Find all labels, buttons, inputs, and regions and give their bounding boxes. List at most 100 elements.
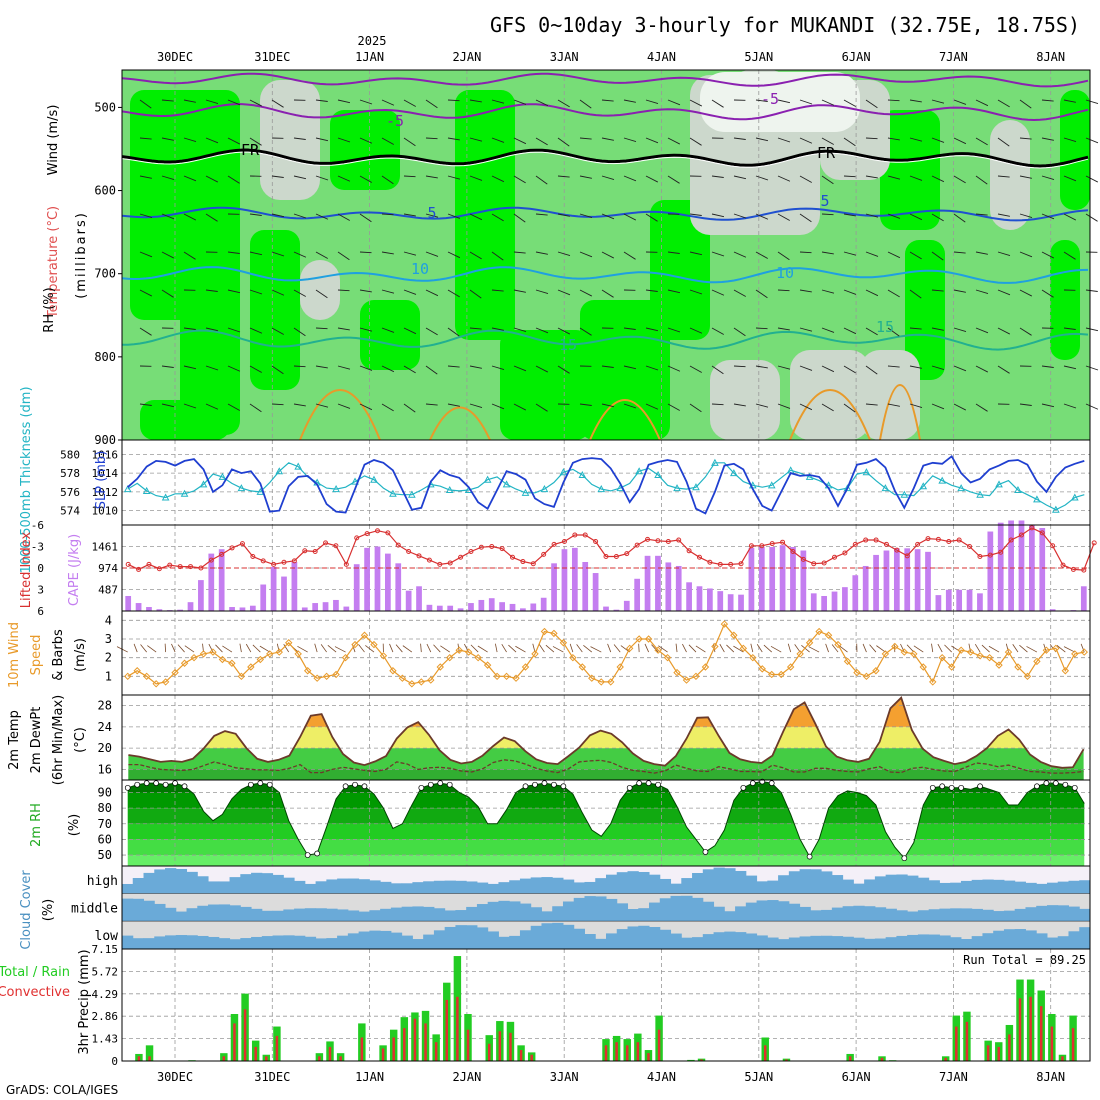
wind-barb — [799, 251, 812, 254]
li-point — [510, 554, 516, 560]
cloud-bar — [896, 935, 908, 949]
cloud-bar — [788, 903, 801, 922]
wind-speed-point — [218, 655, 227, 664]
wind-barb — [997, 137, 1010, 147]
temp2m-panel: 28 24 20 16 — [98, 694, 1091, 781]
li-point — [364, 531, 370, 537]
wind-barb — [205, 365, 219, 371]
wind-barb — [651, 644, 659, 653]
wind-barb — [799, 289, 812, 293]
cloud-bar — [831, 907, 844, 922]
wind-barb — [297, 645, 308, 653]
wind-barb — [953, 327, 967, 333]
cloud-bar — [519, 903, 532, 922]
contour-label: 15 — [876, 318, 894, 336]
wind-barb — [843, 403, 856, 413]
cape-bar — [883, 550, 890, 611]
cloud-bar — [788, 871, 801, 894]
cape-bar — [655, 555, 661, 611]
wind-barb — [906, 644, 915, 653]
wind-barb — [1063, 365, 1077, 370]
wind-barb — [1063, 99, 1076, 103]
precip-total-bar — [145, 1045, 154, 1061]
cape-bar — [623, 600, 630, 611]
cloud-bar — [208, 936, 220, 949]
wind-barb — [755, 403, 769, 408]
wind-barb — [909, 365, 922, 369]
li-point — [426, 557, 432, 563]
wind-barb — [359, 213, 372, 223]
precip-conv-bar — [360, 1037, 364, 1061]
wind-barb — [689, 403, 702, 413]
bottom-date-label: 2JAN — [452, 1070, 481, 1084]
wind-barb — [477, 645, 488, 653]
wind-barb — [865, 365, 878, 375]
cloud-bar — [778, 901, 790, 922]
cloud-bar — [670, 883, 682, 894]
wind-speed-point — [474, 653, 482, 662]
precip-tick-label: 7.15 — [92, 943, 119, 956]
wind-barb — [469, 365, 482, 369]
li-point — [239, 541, 245, 547]
wind-barb — [183, 175, 197, 182]
wind-barb — [535, 289, 549, 295]
cape-tick-label: 974 — [98, 562, 118, 575]
thickness-point — [767, 481, 776, 489]
cape-bar — [810, 593, 817, 611]
rh-point — [749, 780, 756, 786]
wind-speed-point — [408, 680, 416, 688]
rh-tick-label: 50 — [98, 848, 112, 862]
cloud-bar — [476, 882, 489, 894]
wind-barb — [733, 403, 746, 407]
wind-barb — [381, 175, 394, 185]
cape-bar — [187, 602, 194, 611]
cape-bar — [561, 549, 568, 611]
wind-barb — [227, 403, 240, 411]
wind-barb — [843, 327, 857, 335]
wind-barb — [337, 213, 350, 221]
wind-barb — [843, 99, 856, 107]
li-point — [177, 564, 183, 570]
cloud-bar — [337, 909, 349, 922]
wind-barb — [249, 213, 262, 216]
wind-barb — [726, 644, 735, 653]
cloud-bar — [412, 882, 424, 894]
cape-bar — [779, 545, 786, 611]
cape-bar — [966, 589, 973, 611]
cape-bar — [842, 587, 848, 611]
wind-barb — [359, 365, 373, 371]
precip-conv-bar — [1061, 1056, 1064, 1061]
top-date-labels: 30DEC 31DEC 1JAN 2JAN 3JAN 4JAN 5JAN 6JAN 7JAN 8J… — [157, 50, 1065, 64]
cloud-bar — [724, 911, 736, 922]
wind-barb — [644, 643, 649, 653]
rh-point — [768, 780, 775, 786]
cape-bar — [447, 605, 454, 611]
wind-barb — [579, 327, 592, 336]
rh-point — [948, 784, 955, 791]
wind-barb — [865, 213, 879, 218]
precip-frame — [121, 948, 1091, 1062]
li-point — [956, 537, 962, 543]
contour-label: FR — [241, 141, 260, 159]
li-point — [665, 538, 671, 544]
precip-conv-bar — [530, 1054, 533, 1061]
cape-bar — [135, 603, 142, 611]
wind-barb — [513, 403, 527, 411]
wind-speed-point — [919, 663, 927, 671]
rh-point — [124, 784, 131, 791]
li-point — [613, 554, 619, 560]
wind-barb — [315, 175, 329, 181]
cloud-bar — [1079, 908, 1091, 922]
contour-label: 15 — [559, 336, 577, 354]
cloud-bar — [595, 878, 607, 894]
wind-barb — [821, 365, 835, 373]
wind-barb — [821, 213, 834, 216]
wind-speed-point — [540, 627, 549, 636]
li-point — [447, 560, 453, 566]
wind-barb — [1019, 403, 1032, 406]
wind-barb — [535, 213, 548, 216]
wind-barb — [601, 403, 615, 408]
wind-speed-point — [607, 678, 615, 686]
cloud-bar — [692, 897, 704, 922]
